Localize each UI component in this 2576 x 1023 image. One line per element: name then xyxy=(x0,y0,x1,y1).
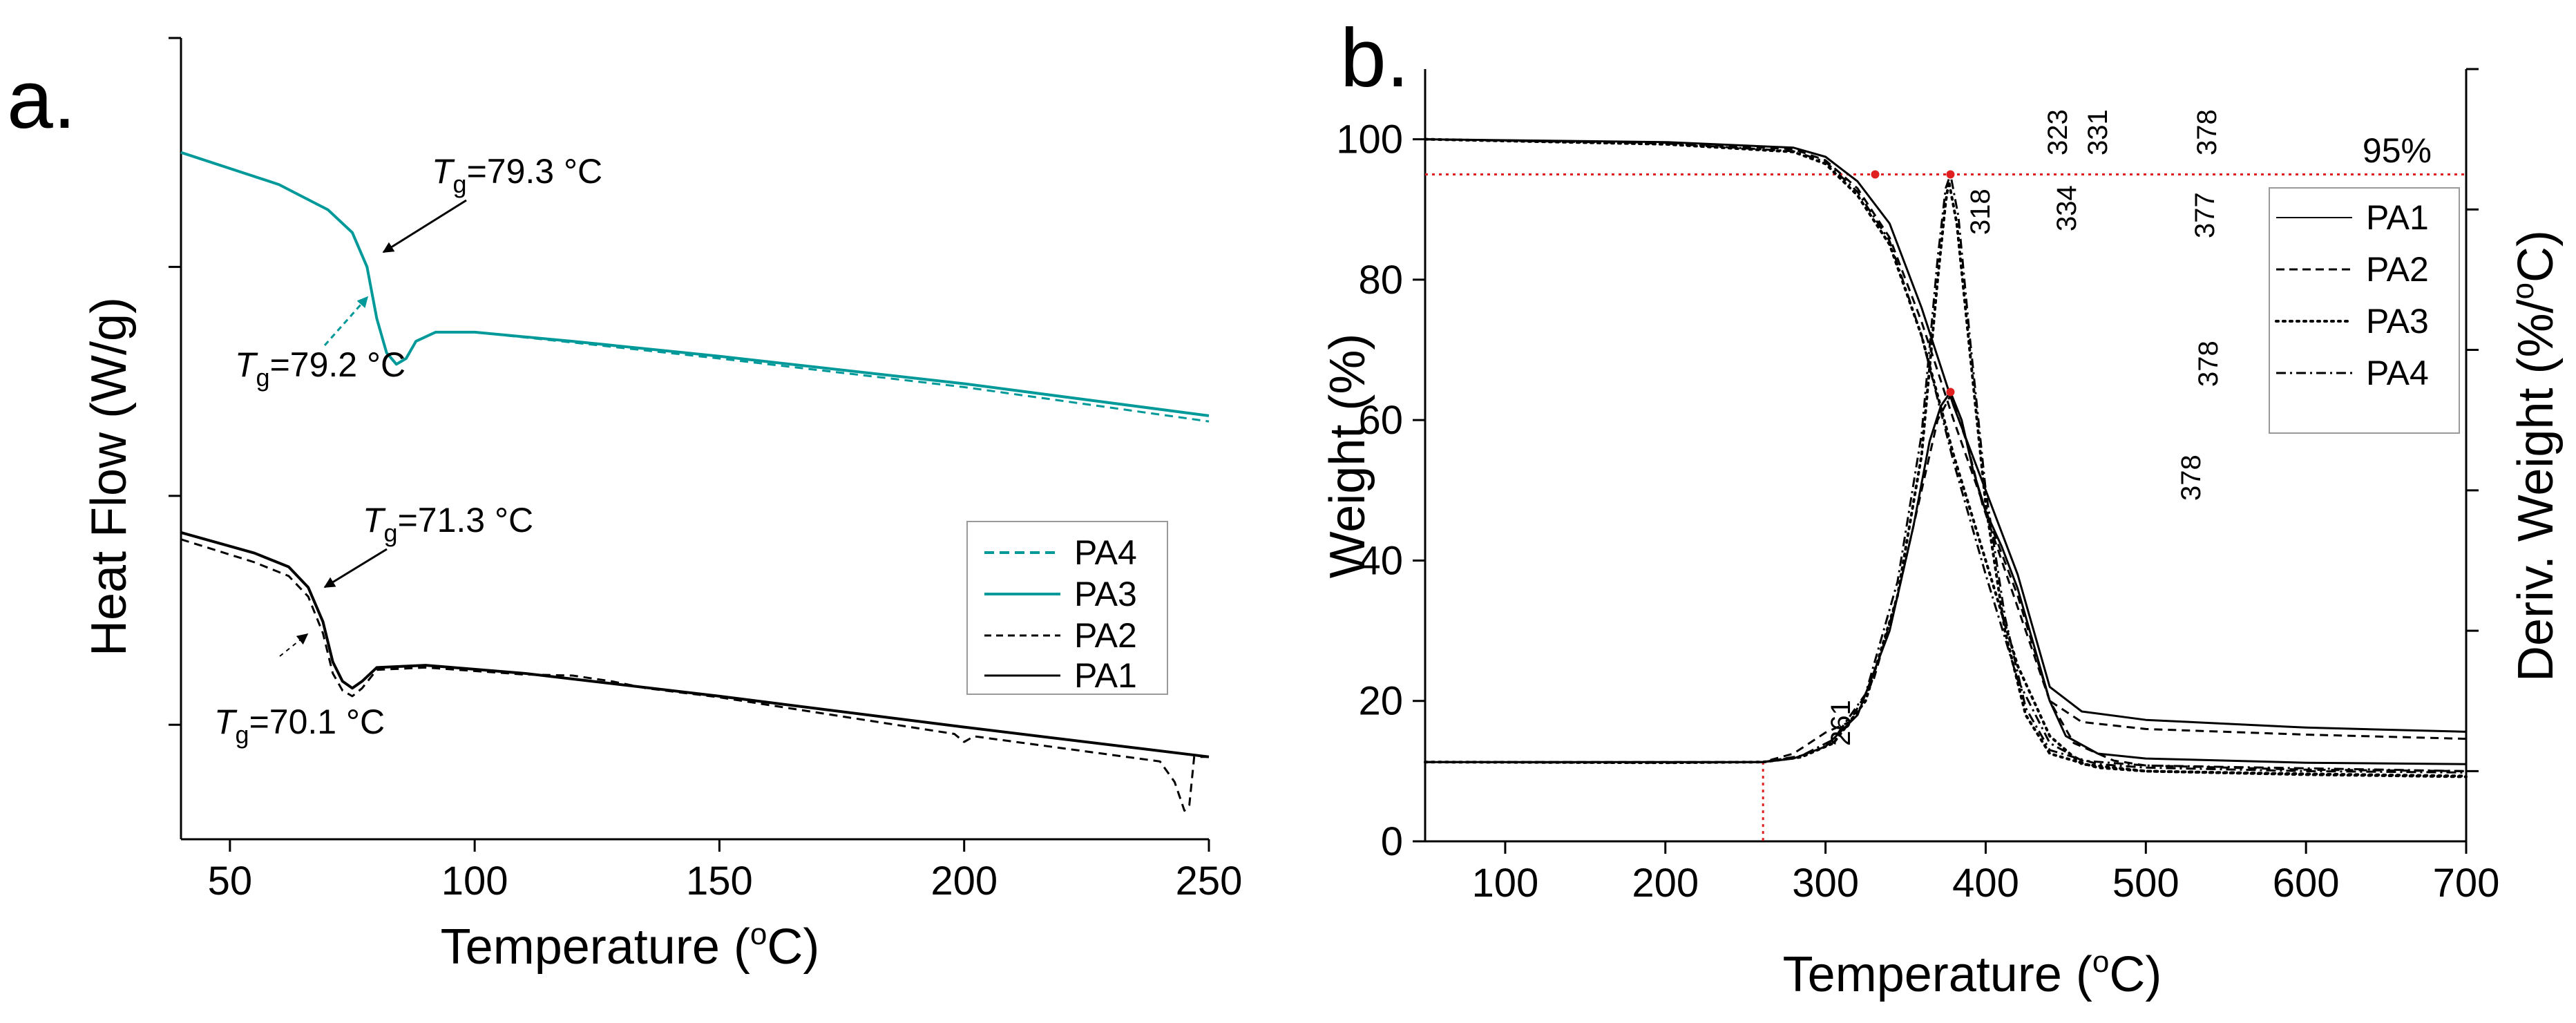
panel-b-deriv-series-pa2 xyxy=(1425,394,2467,772)
panel-b-label: b. xyxy=(1340,12,1409,104)
panel-a-arrow-lower-black-tg xyxy=(279,633,309,657)
panel-a-series-pa1 xyxy=(180,530,1210,758)
panel-b-ann-323: 323 xyxy=(2043,109,2073,155)
legend-b-pa3-label: PA3 xyxy=(2366,302,2429,341)
legend-a-pa2-label: PA2 xyxy=(1074,616,1137,655)
panel-b: b. 100 200 300 400 500 600 700 0 20 40 60 80 100 Tem… xyxy=(1320,12,2564,1002)
panel-a-series-pa2 xyxy=(180,538,1209,812)
panel-b-marker-point xyxy=(1871,170,1880,179)
panel-b-ann-378-low: 378 xyxy=(2176,455,2206,501)
panel-a: a. 50 100 150 200 250 Temperature (oC) Heat … xyxy=(7,37,1243,975)
panel-b-ann-318: 318 xyxy=(1965,189,1996,235)
panel-b-axes xyxy=(1424,69,2468,843)
panel-a-arrow-upper-black-tg xyxy=(323,548,388,589)
panel-b-deriv-series-pa3 xyxy=(1424,180,2468,778)
panel-b-weight-series-pa3 xyxy=(1424,137,2468,778)
panel-b-weight-series-pa4 xyxy=(1424,138,2467,772)
panel-b-deriv-series-pa1 xyxy=(1425,391,2467,765)
panel-b-series xyxy=(1424,137,2468,841)
panel-b-weight-series-pa2 xyxy=(1424,138,2467,740)
panel-b-ann-378-top: 378 xyxy=(2192,109,2222,155)
panel-a-x-tick-label: 150 xyxy=(686,859,753,904)
panel-a-y-axis-title: Heat Flow (W/g) xyxy=(82,297,137,656)
panel-b-y-tick-label: 20 xyxy=(1358,679,1403,724)
legend-a-pa4-label: PA4 xyxy=(1074,533,1137,572)
legend-b-pa2-label: PA2 xyxy=(2366,250,2429,289)
panel-b-ticks: 100 200 300 400 500 600 700 0 20 40 60 80 100 xyxy=(1336,68,2500,906)
panel-b-ann-334: 334 xyxy=(2052,185,2082,231)
panel-b-ann-331: 331 xyxy=(2083,109,2113,155)
panel-a-series xyxy=(180,151,1210,812)
panel-b-x-tick-label: 100 xyxy=(1472,861,1539,906)
panel-b-legend: PA1 PA2 PA3 PA4 xyxy=(2269,187,2460,434)
panel-a-series-pa3 xyxy=(180,151,1210,417)
panel-b-x-tick-label: 200 xyxy=(1632,861,1699,906)
panel-b-ann-378-mid: 378 xyxy=(2193,341,2224,387)
panel-a-x-tick-label: 200 xyxy=(931,859,998,904)
panel-a-tg-annotation-pa1-lower: Tg=70.1 °C xyxy=(214,702,385,749)
panel-a-ticks: 50 100 150 200 250 xyxy=(169,37,1243,904)
panel-b-y-tick-label: 0 xyxy=(1381,819,1403,864)
legend-a-pa1-label: PA1 xyxy=(1074,656,1137,695)
panel-a-x-tick-label: 50 xyxy=(208,859,253,904)
panel-a-legend-box xyxy=(966,521,1168,695)
panel-a-tg-annotation-pa3-lower: Tg=79.2 °C xyxy=(235,345,406,392)
panel-b-95-percent-label: 95% xyxy=(2363,131,2432,170)
panel-b-x-tick-label: 400 xyxy=(1952,861,2019,906)
panel-b-y2-axis-title: Deriv. Weight (%/oC) xyxy=(2506,230,2564,682)
panel-a-arrow-upper-teal-tg xyxy=(382,199,467,254)
panel-a-tg-annotation-pa1-upper: Tg=71.3 °C xyxy=(363,501,533,547)
panel-b-ann-261: 261 xyxy=(1826,700,1856,746)
panel-b-marker-point xyxy=(1946,388,1955,396)
panel-b-x-tick-label: 300 xyxy=(1792,861,1859,906)
panel-b-y-tick-label: 40 xyxy=(1358,538,1403,583)
panel-b-x-tick-label: 600 xyxy=(2273,861,2340,906)
panel-b-y-tick-label: 100 xyxy=(1336,117,1403,162)
panel-b-marker-point xyxy=(1946,170,1955,179)
panel-b-x-tick-label: 700 xyxy=(2433,861,2500,906)
panel-a-tg-annotation-pa3-upper: Tg=79.3 °C xyxy=(432,152,602,198)
panel-b-y-tick-label: 60 xyxy=(1358,398,1403,443)
panel-a-legend: PA4 PA3 PA2 PA1 xyxy=(966,521,1168,695)
panel-b-y-tick-label: 80 xyxy=(1358,258,1403,303)
panel-a-x-axis-title: Temperature (oC) xyxy=(441,917,820,975)
panel-b-legend-box xyxy=(2269,187,2460,434)
panel-b-ann-377: 377 xyxy=(2190,192,2220,238)
legend-a-pa3-label: PA3 xyxy=(1074,575,1137,613)
panel-a-label: a. xyxy=(7,53,76,146)
panel-b-x-axis-title: Temperature (oC) xyxy=(1783,945,2162,1002)
legend-b-pa1-label: PA1 xyxy=(2366,198,2429,237)
legend-b-pa4-label: PA4 xyxy=(2366,354,2429,392)
panel-a-arrow-lower-teal-tg xyxy=(323,296,369,346)
panel-b-x-tick-label: 500 xyxy=(2112,861,2179,906)
panel-a-axes xyxy=(180,38,1209,841)
panel-a-x-tick-label: 100 xyxy=(441,859,508,904)
panel-a-x-tick-label: 250 xyxy=(1176,859,1243,904)
panel-b-y-axis-title: Weight (%) xyxy=(1320,334,1375,579)
